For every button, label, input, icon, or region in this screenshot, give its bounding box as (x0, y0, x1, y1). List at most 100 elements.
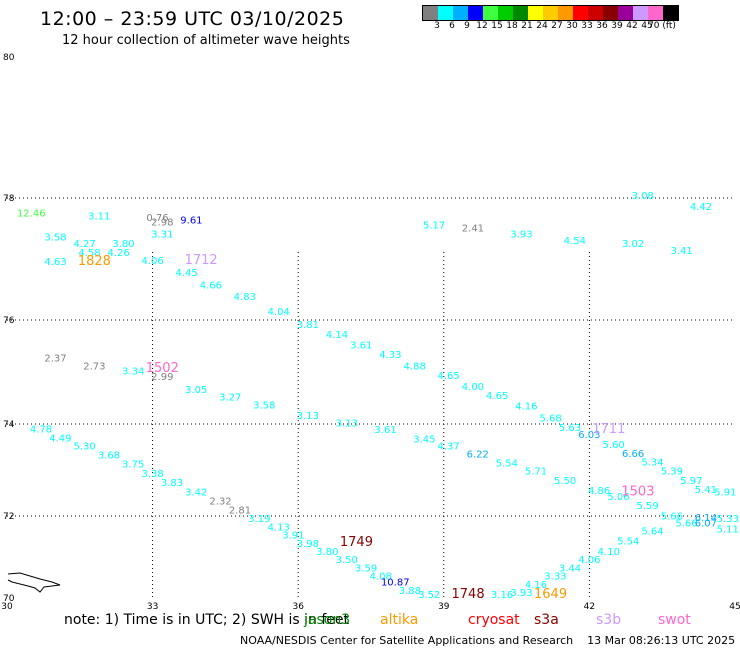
latitude-label: 70 (3, 594, 15, 604)
colorbar-swatch (513, 6, 528, 20)
colorbar-swatch (483, 6, 498, 20)
latitude-label: 74 (3, 420, 15, 430)
wave-height-value: 3.13 (336, 418, 358, 429)
colorbar-label: 12 (476, 21, 488, 31)
wave-height-value: 3.88 (399, 586, 421, 597)
pass-time-label: 1711 (592, 422, 625, 437)
wave-height-value: 5.66 (661, 511, 683, 522)
wave-height-value: 6.66 (622, 449, 644, 460)
longitude-label: 45 (729, 602, 740, 612)
wave-height-value: 3.33 (544, 572, 566, 583)
satellite-legend-s3a: s3a (534, 612, 559, 628)
colorbar-swatch (648, 6, 663, 20)
wave-height-value: 12.46 (17, 208, 46, 219)
wave-height-value: 5.71 (525, 467, 547, 478)
colorbar-label: 30 (566, 21, 578, 31)
colorbar-label: 36 (596, 21, 608, 31)
wave-height-value: 10.87 (381, 578, 410, 589)
wave-height-value: 3.58 (253, 400, 275, 411)
map-subtitle: 12 hour collection of altimeter wave hei… (62, 33, 350, 48)
wave-height-value: 4.88 (404, 361, 426, 372)
satellite-legend-cryosat: cryosat (468, 612, 520, 628)
longitude-label: 39 (438, 602, 450, 612)
wave-height-value: 5.66 (675, 518, 697, 529)
wave-height-value: 3.41 (670, 246, 692, 257)
colorbar-label: 70 (ft) (648, 21, 676, 31)
wave-height-value: 2.41 (462, 224, 484, 235)
wave-height-value: 2.73 (83, 361, 105, 372)
wave-height-value: 4.65 (486, 391, 508, 402)
wave-height-value: 5.97 (680, 476, 702, 487)
footnote: note: 1) Time is in UTC; 2) SWH is in fe… (64, 612, 350, 628)
wave-height-value: 2.98 (151, 217, 173, 228)
wave-height-value: 0.76 (146, 213, 168, 224)
wave-height-value: 3.02 (622, 239, 644, 250)
satellite-legend-s3b: s3b (596, 612, 622, 628)
wave-height-value: 2.99 (151, 372, 173, 383)
wave-height-value: 4.49 (49, 433, 71, 444)
colorbar-swatch (498, 6, 513, 20)
colorbar-label: 42 (626, 21, 638, 31)
colorbar-label: 39 (611, 21, 623, 31)
coastline (7, 572, 61, 593)
wave-height-value: 4.06 (578, 555, 600, 566)
wave-height-value: 5.06 (607, 492, 629, 503)
wave-height-value: 4.04 (268, 307, 290, 318)
longitude-label: 30 (1, 602, 13, 612)
satellite-legend-altika: altika (380, 612, 419, 628)
wave-height-value: 4.16 (525, 580, 547, 591)
wave-height-value: 4.45 (175, 268, 197, 279)
colorbar-label: 27 (551, 21, 563, 31)
wave-height-value: 4.13 (268, 522, 290, 533)
wave-height-value: 3.75 (122, 460, 144, 471)
wave-height-value: 2.81 (229, 506, 251, 517)
wave-height-value: 5.30 (74, 441, 96, 452)
colorbar-swatch (528, 6, 543, 20)
wave-height-value: 5.68 (539, 413, 561, 424)
longitude-label: 33 (147, 602, 158, 612)
wave-height-value: 6.07 (695, 518, 717, 529)
wave-height-value: 3.68 (98, 451, 120, 462)
wave-height-value: 5.59 (637, 501, 659, 512)
wave-height-value: 4.65 (438, 371, 460, 382)
colorbar-swatch (588, 6, 603, 20)
wave-height-value: 5.54 (496, 458, 518, 469)
colorbar-swatch (573, 6, 588, 20)
wave-height-value: 4.27 (74, 239, 96, 250)
credit-footer: NOAA/NESDIS Center for Satellite Applica… (240, 634, 736, 647)
wave-height-value: 3.61 (374, 425, 396, 436)
wave-height-value: 3.50 (336, 555, 358, 566)
latitude-label: 78 (3, 194, 15, 204)
colorbar-swatch (468, 6, 483, 20)
wave-height-value: 5.60 (603, 440, 625, 451)
colorbar-label: 15 (491, 21, 503, 31)
wave-height-value: 3.81 (297, 320, 319, 331)
colorbar-swatch (438, 6, 453, 20)
wave-height-value: 3.80 (112, 239, 134, 250)
wave-height-value: 5.91 (714, 487, 736, 498)
pass-time-label: 1828 (78, 254, 111, 269)
wave-height-value: 3.08 (632, 191, 654, 202)
wave-height-value: 3.91 (282, 531, 304, 542)
wave-height-value: 5.41 (695, 485, 717, 496)
wave-height-value: 4.10 (598, 547, 620, 558)
wave-height-value: 3.19 (248, 514, 270, 525)
colorbar-swatch (663, 6, 678, 20)
wave-height-value: 3.93 (510, 230, 532, 241)
wave-height-value: 5.17 (423, 221, 445, 232)
wave-height-value: 3.38 (141, 469, 163, 480)
colorbar-swatch (618, 6, 633, 20)
pass-time-label: 1649 (534, 587, 567, 602)
wave-height-value: 4.08 (370, 572, 392, 583)
wave-height-value: 2.32 (209, 497, 231, 508)
satellite-legend-swot: swot (658, 612, 691, 628)
latitude-label: 80 (3, 53, 15, 63)
pass-time-label: 1502 (146, 361, 179, 376)
wave-height-value: 4.37 (438, 441, 460, 452)
pass-time-label: 1712 (185, 253, 218, 268)
wave-height-value: 3.27 (219, 393, 241, 404)
wave-height-value: 3.83 (161, 478, 183, 489)
wave-height-value: 4.63 (44, 257, 66, 268)
colorbar-swatch (453, 6, 468, 20)
